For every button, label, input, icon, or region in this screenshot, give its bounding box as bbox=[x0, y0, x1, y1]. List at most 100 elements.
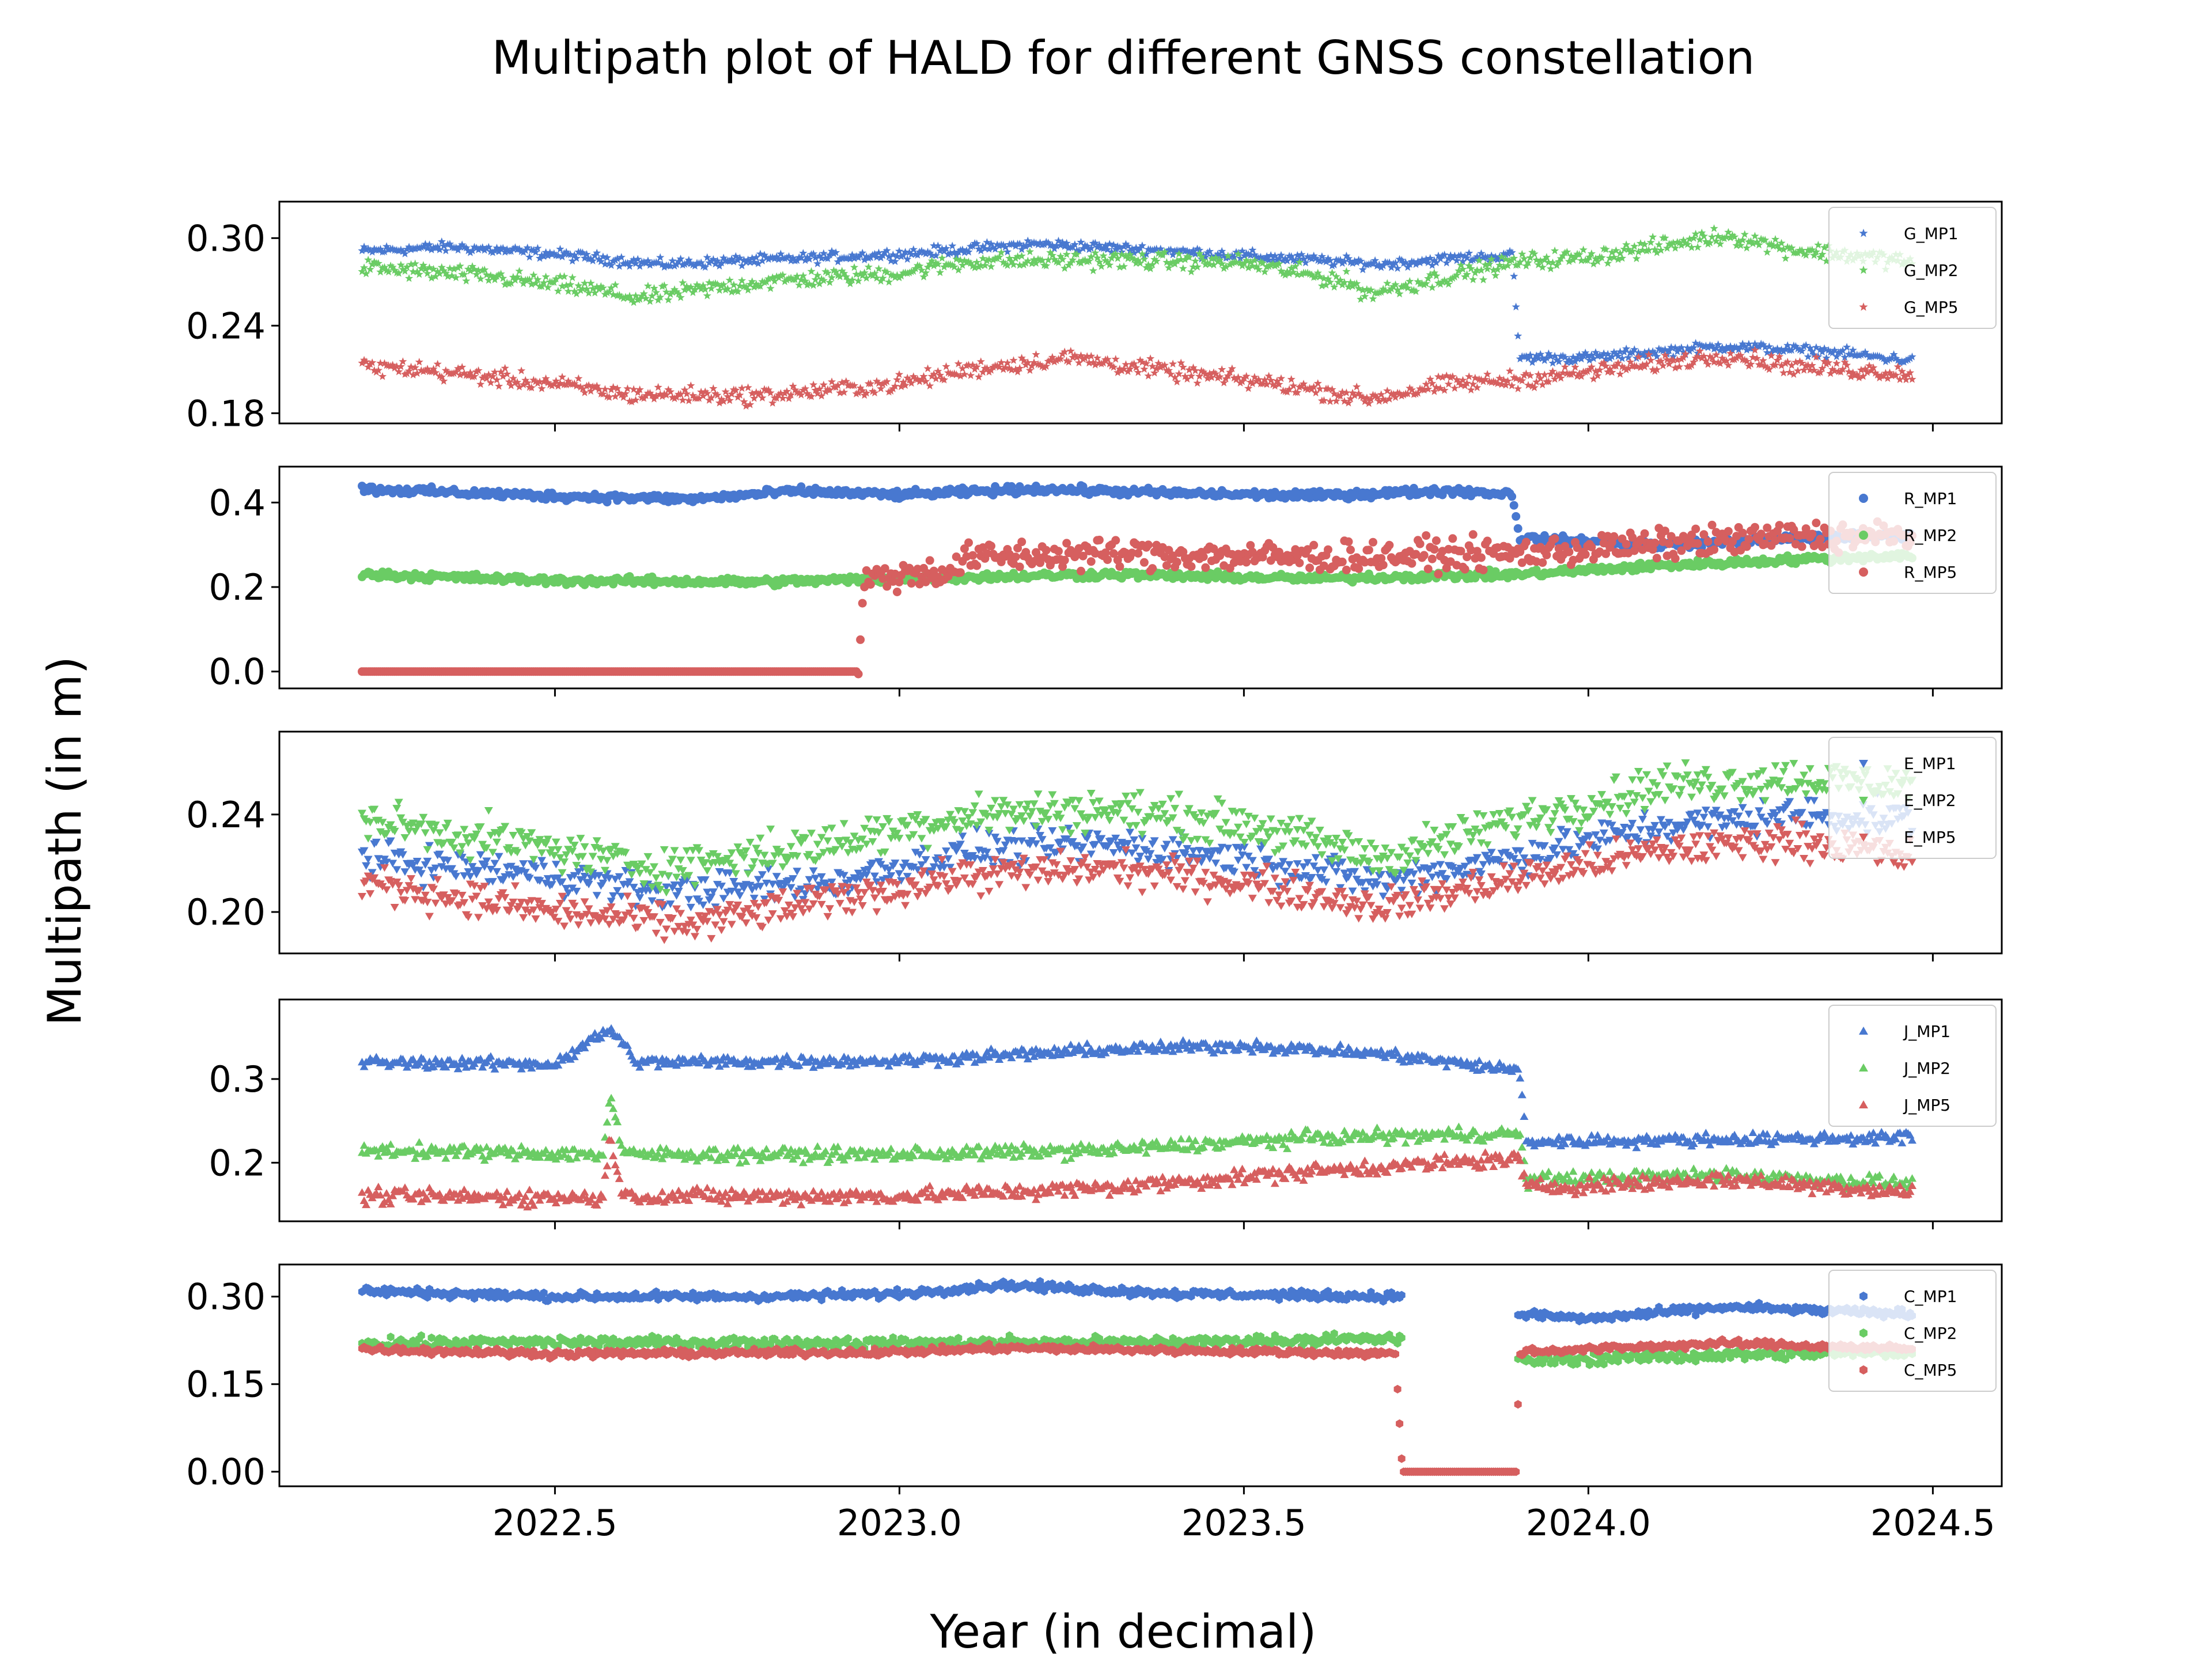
data-point bbox=[1424, 565, 1433, 573]
y-tick-label: 0.0 bbox=[209, 651, 266, 693]
data-point bbox=[1193, 379, 1201, 387]
data-point bbox=[738, 277, 746, 285]
legend-label: G_MP2 bbox=[1904, 261, 1959, 280]
data-point bbox=[1512, 512, 1520, 521]
data-point bbox=[1445, 380, 1453, 388]
data-point bbox=[495, 382, 503, 390]
data-point bbox=[1067, 347, 1075, 355]
data-point bbox=[415, 358, 423, 366]
data-point bbox=[1763, 248, 1771, 256]
data-point bbox=[1741, 230, 1749, 238]
data-point bbox=[993, 838, 1002, 845]
data-point bbox=[1009, 356, 1017, 364]
data-point bbox=[1353, 383, 1361, 391]
data-point bbox=[1048, 827, 1056, 835]
data-point bbox=[709, 384, 717, 392]
data-point bbox=[1103, 555, 1112, 564]
data-point bbox=[856, 635, 865, 644]
data-point bbox=[1338, 558, 1347, 566]
series-G_MP1 bbox=[358, 237, 1916, 367]
data-point bbox=[1144, 540, 1153, 549]
data-point bbox=[1565, 548, 1573, 556]
legend-marker bbox=[1859, 494, 1868, 503]
data-point bbox=[1201, 563, 1210, 572]
data-point bbox=[401, 868, 410, 876]
data-point bbox=[684, 896, 693, 903]
data-point bbox=[452, 873, 460, 880]
data-point bbox=[1633, 255, 1641, 263]
data-point bbox=[820, 381, 828, 389]
data-point bbox=[1744, 535, 1753, 543]
data-point bbox=[378, 372, 387, 380]
data-point bbox=[1641, 529, 1649, 538]
data-point bbox=[956, 568, 965, 577]
data-point bbox=[1655, 240, 1663, 248]
data-point bbox=[1694, 243, 1702, 251]
data-point bbox=[854, 670, 863, 679]
data-point bbox=[1771, 235, 1779, 243]
data-point bbox=[1032, 841, 1040, 848]
data-point bbox=[679, 278, 687, 286]
data-point bbox=[1287, 375, 1296, 383]
data-point bbox=[417, 870, 426, 877]
data-point bbox=[1077, 567, 1085, 576]
data-point bbox=[1477, 554, 1486, 562]
data-point bbox=[654, 383, 662, 391]
data-point bbox=[1616, 370, 1624, 378]
legend-marker bbox=[1859, 531, 1868, 540]
y-tick-label: 0.2 bbox=[209, 566, 266, 608]
data-point bbox=[635, 894, 644, 902]
data-point bbox=[586, 279, 594, 287]
y-tick-label: 0.4 bbox=[209, 482, 266, 524]
data-point bbox=[1430, 545, 1438, 554]
data-point bbox=[874, 264, 882, 272]
data-point bbox=[1798, 542, 1806, 551]
data-point bbox=[564, 287, 572, 295]
data-point bbox=[850, 263, 858, 271]
data-point bbox=[1665, 539, 1673, 548]
data-point bbox=[434, 360, 442, 368]
data-point bbox=[1432, 536, 1441, 545]
data-point bbox=[807, 267, 815, 275]
series-R_MP5 bbox=[358, 517, 1916, 679]
data-point bbox=[1428, 555, 1437, 563]
data-point bbox=[1199, 552, 1208, 561]
data-point bbox=[1751, 523, 1759, 532]
data-point bbox=[556, 245, 564, 253]
data-point bbox=[1743, 542, 1751, 551]
data-point bbox=[1099, 252, 1107, 260]
legend-label: R_MP5 bbox=[1904, 563, 1957, 582]
data-point bbox=[531, 865, 540, 872]
data-point bbox=[541, 272, 550, 281]
data-point bbox=[1342, 566, 1351, 574]
data-point bbox=[1242, 558, 1251, 567]
data-point bbox=[493, 868, 501, 876]
data-point bbox=[1140, 558, 1149, 567]
data-point bbox=[955, 359, 963, 368]
data-point bbox=[1622, 540, 1631, 548]
data-point bbox=[1305, 563, 1314, 572]
data-point bbox=[885, 278, 893, 286]
chart-title: Multipath plot of HALD for different GNS… bbox=[492, 31, 1755, 85]
data-point bbox=[1483, 537, 1492, 546]
data-point bbox=[656, 253, 664, 262]
series-G_MP5 bbox=[358, 346, 1916, 410]
legend-marker bbox=[1859, 567, 1868, 577]
data-point bbox=[703, 253, 711, 262]
data-point bbox=[968, 551, 977, 560]
data-point bbox=[1691, 525, 1700, 533]
data-point bbox=[1342, 267, 1350, 275]
legend-label: R_MP2 bbox=[1904, 526, 1957, 545]
legend-label: G_MP1 bbox=[1904, 224, 1959, 243]
data-point bbox=[525, 253, 533, 261]
data-point bbox=[1751, 232, 1759, 240]
data-point bbox=[1649, 233, 1657, 241]
data-point bbox=[715, 868, 724, 876]
data-point bbox=[1506, 367, 1514, 375]
data-point bbox=[364, 256, 372, 264]
